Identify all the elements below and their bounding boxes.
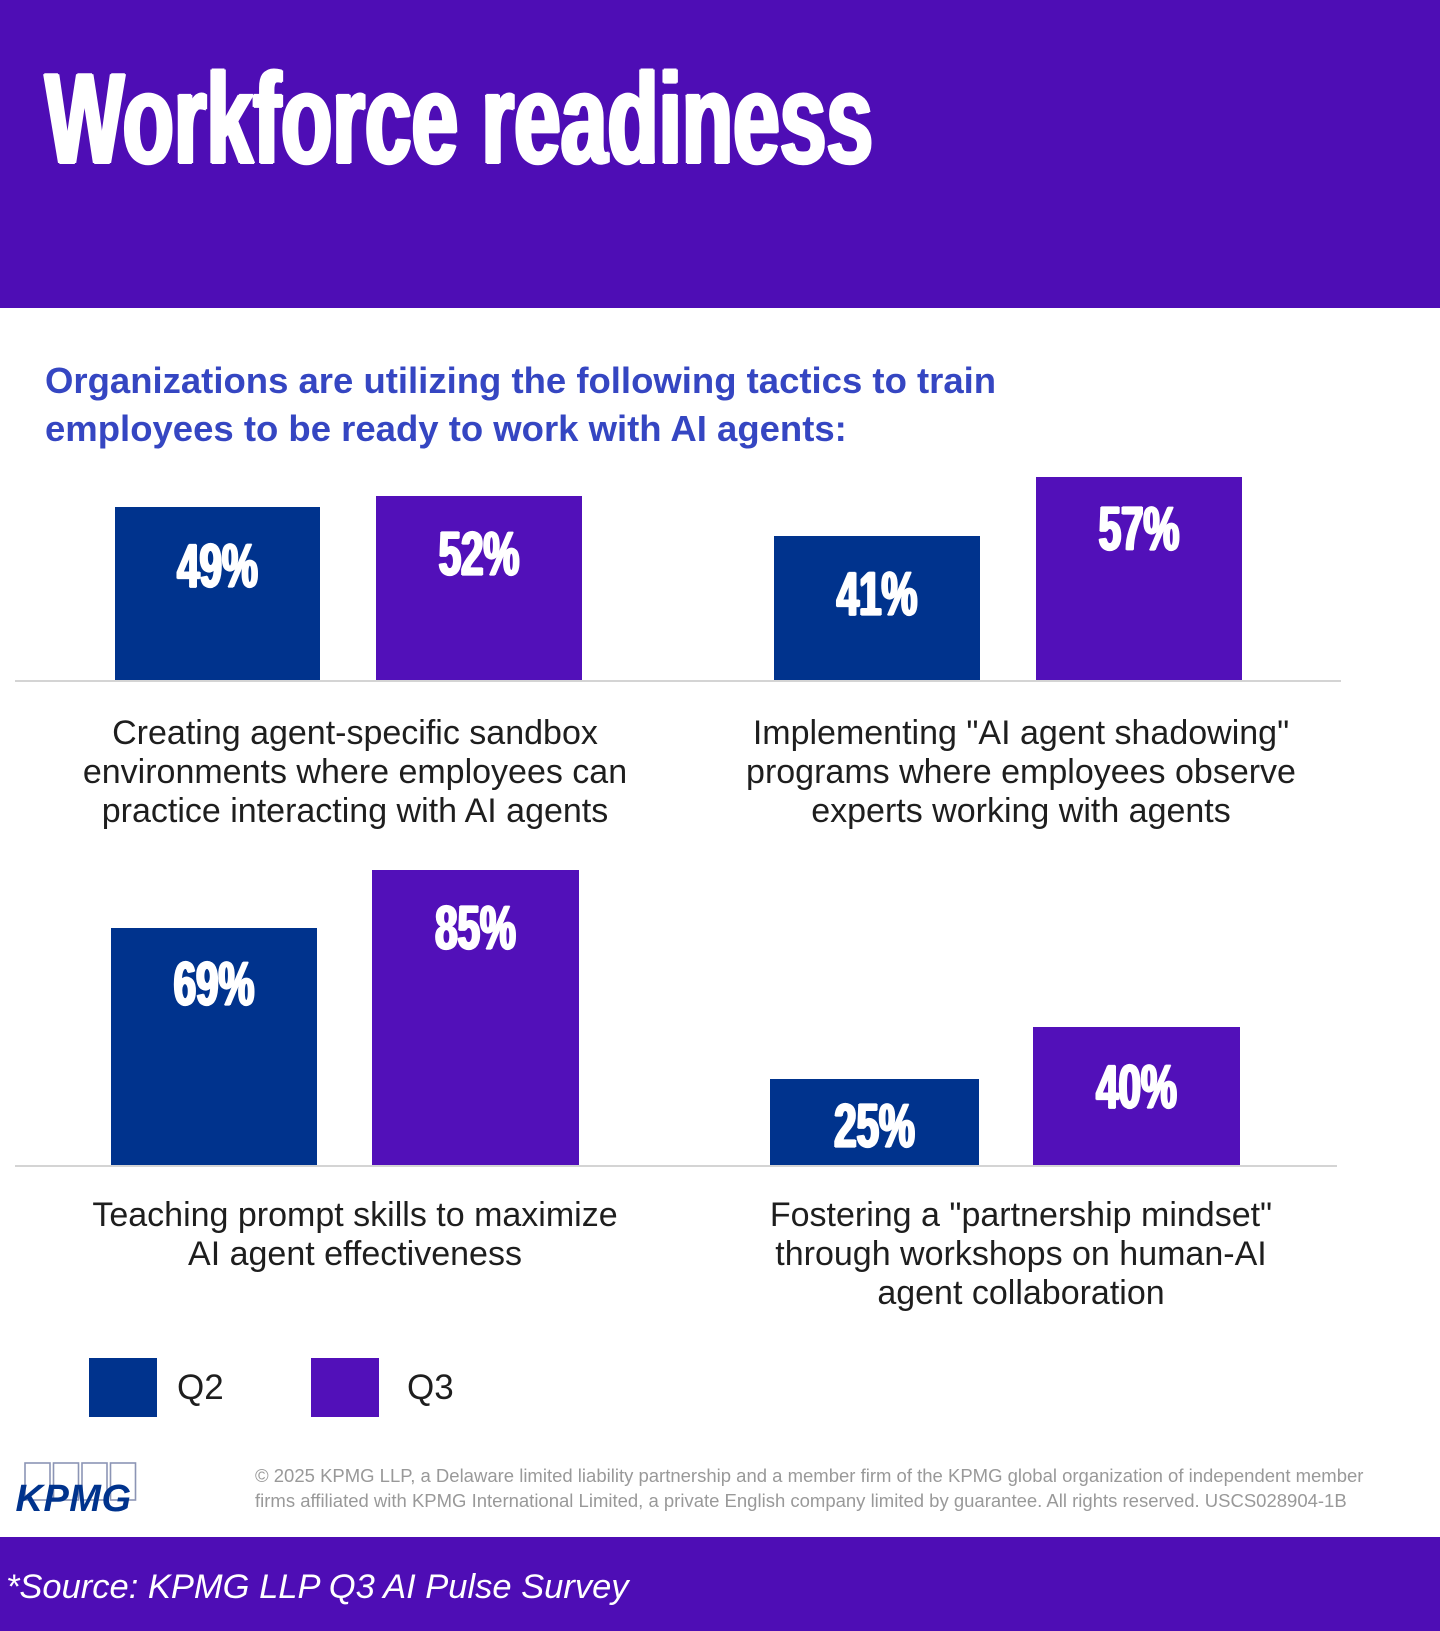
svg-text:KPMG: KPMG: [16, 1478, 132, 1514]
